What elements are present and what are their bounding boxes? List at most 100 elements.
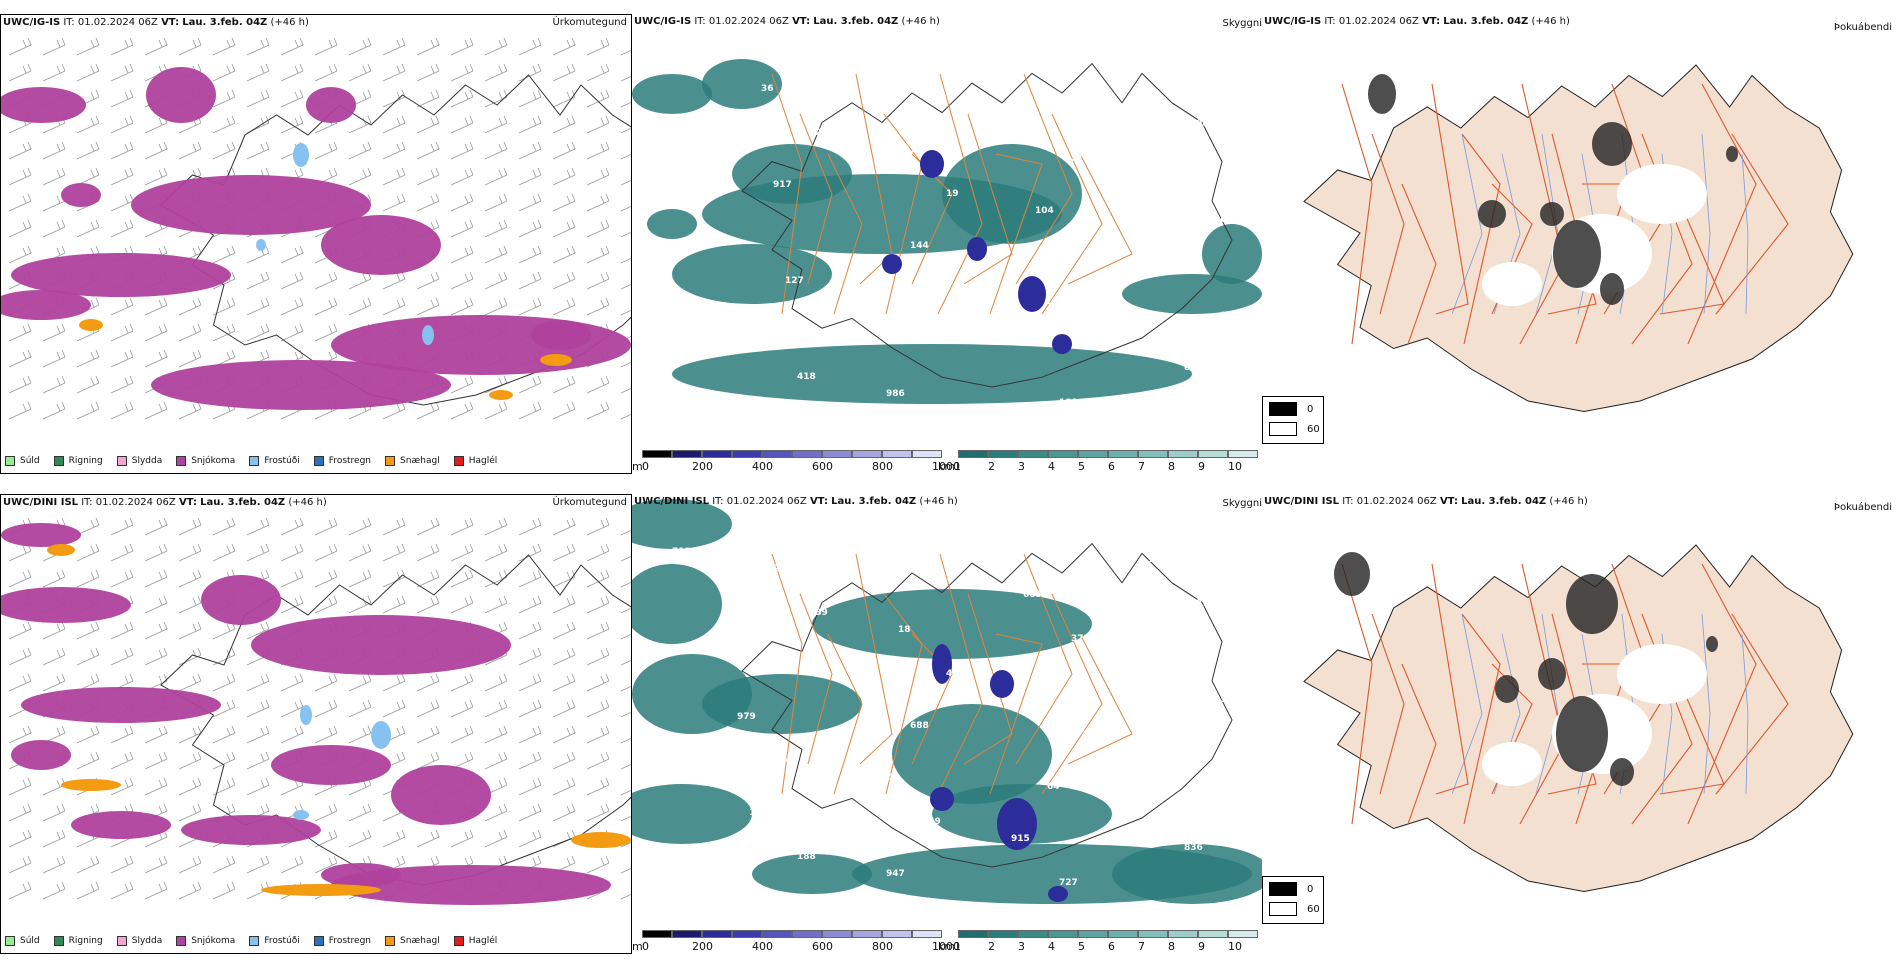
wind-barb bbox=[144, 141, 168, 160]
visibility-color-step bbox=[1168, 930, 1198, 938]
legend-label: Rigning bbox=[68, 456, 103, 466]
ceiling-value-label: 215 bbox=[1071, 154, 1090, 164]
wind-barb bbox=[42, 141, 66, 160]
wind-barb bbox=[484, 63, 508, 82]
wind-barb bbox=[76, 725, 100, 744]
road-line bbox=[1715, 133, 1789, 315]
ceiling-color-step bbox=[642, 450, 672, 458]
wind-barb bbox=[110, 569, 134, 588]
fog-map[interactable] bbox=[1262, 14, 1900, 474]
ceiling-value-label: 889 bbox=[725, 616, 744, 626]
precip-type-map[interactable] bbox=[1, 495, 632, 954]
wind-barb bbox=[586, 621, 610, 640]
wind-barb bbox=[620, 362, 631, 368]
wind-barb bbox=[382, 297, 406, 316]
wind-barb bbox=[518, 89, 542, 108]
ceiling-value-label: 711 bbox=[672, 547, 691, 557]
wind-barb bbox=[76, 401, 100, 420]
low-ceiling-area bbox=[932, 644, 952, 684]
visibility-tick-label: 3 bbox=[1018, 940, 1025, 953]
wind-barb bbox=[144, 37, 168, 56]
visibility-tick-label: 7 bbox=[1138, 940, 1145, 953]
wind-barb bbox=[178, 543, 202, 562]
wind-barb bbox=[518, 673, 542, 692]
wind-barb bbox=[484, 271, 508, 290]
wind-barb bbox=[586, 115, 610, 134]
fog-map[interactable] bbox=[1262, 494, 1900, 954]
wind-barb bbox=[110, 401, 134, 420]
wind-barb bbox=[212, 517, 236, 536]
wind-barb bbox=[314, 271, 338, 290]
wind-barb bbox=[110, 725, 134, 744]
legend-label: Rigning bbox=[68, 936, 103, 946]
low-ceiling-area bbox=[1048, 886, 1068, 902]
road-line bbox=[799, 113, 833, 285]
wind-barb bbox=[314, 673, 338, 692]
wind-barb bbox=[144, 569, 168, 588]
snowfall-area bbox=[306, 87, 356, 123]
wind-barb bbox=[620, 388, 631, 394]
ceiling-visibility-map[interactable]: 856 227 19 105 98 418 725 215 190 127 193 189 985 917… bbox=[632, 14, 1262, 444]
precip-legend: Súld Rigning Slydda Snjókoma Frostúði Frostre… bbox=[5, 453, 497, 469]
snow-pellet-area bbox=[571, 832, 631, 848]
ceiling-value-label: 785 bbox=[1148, 555, 1167, 565]
wind-barb bbox=[552, 63, 576, 82]
wind-barb bbox=[552, 647, 576, 666]
legend-label: Frostregn bbox=[328, 456, 372, 466]
wind-barb bbox=[620, 76, 631, 82]
precip-type-map[interactable] bbox=[1, 15, 632, 474]
fog-swatch bbox=[1269, 902, 1297, 916]
road-line bbox=[1015, 553, 1073, 765]
wind-barb bbox=[8, 621, 32, 640]
wind-barb bbox=[416, 401, 440, 420]
wind-barb bbox=[552, 699, 576, 718]
ceiling-value-label: 47 bbox=[785, 756, 798, 766]
wind-barb bbox=[8, 569, 32, 588]
wind-barb bbox=[8, 219, 32, 238]
visibility-color-step bbox=[1138, 930, 1168, 938]
legend-swatch bbox=[313, 456, 324, 466]
wind-barb bbox=[382, 141, 406, 160]
wind-barb bbox=[178, 725, 202, 744]
glacier-area bbox=[1482, 742, 1542, 786]
ceiling-visibility-map[interactable]: 711 989 471 298 535 188 342 375 695 47 249 727 77 73 6… bbox=[632, 494, 1262, 924]
wind-barb bbox=[518, 141, 542, 160]
river-line bbox=[1741, 153, 1749, 315]
ceiling-value-label: 188 bbox=[797, 852, 816, 862]
legend-label: Slydda bbox=[131, 456, 163, 466]
wind-barb bbox=[484, 115, 508, 134]
wind-barb bbox=[110, 751, 134, 770]
wind-barb bbox=[450, 219, 474, 238]
legend-label: Haglél bbox=[468, 456, 498, 466]
wind-barb bbox=[484, 751, 508, 770]
legend-label: Snæhagl bbox=[400, 456, 440, 466]
wind-barb bbox=[552, 37, 576, 56]
wind-barb bbox=[586, 751, 610, 770]
wind-barb bbox=[518, 219, 542, 238]
road-line bbox=[1431, 83, 1469, 315]
ceiling-value-label: 298 bbox=[1083, 730, 1102, 740]
wind-barb bbox=[314, 569, 338, 588]
snow-pellet-area bbox=[261, 884, 381, 896]
wind-barb bbox=[484, 193, 508, 212]
wind-barb bbox=[620, 206, 631, 212]
ceiling-value-label: 189 bbox=[1059, 398, 1078, 408]
wind-barb bbox=[620, 894, 631, 900]
ceiling-value-label: 18 bbox=[898, 625, 911, 635]
low-visibility-area bbox=[1112, 844, 1262, 904]
wind-barb bbox=[620, 284, 631, 290]
ceiling-visibility-colorbar: m 0 200 400 600 800 1000 km 1 2 3 4 5 6 7 8 9 10 bbox=[632, 444, 1262, 474]
legend-swatch bbox=[116, 936, 127, 946]
wind-barb bbox=[484, 167, 508, 186]
wind-barb bbox=[586, 37, 610, 56]
wind-barb bbox=[42, 569, 66, 588]
ceiling-value-label: 980 bbox=[874, 773, 893, 783]
wind-barb bbox=[484, 829, 508, 848]
wind-barb bbox=[382, 167, 406, 186]
fog-area bbox=[1538, 658, 1566, 690]
wind-barb bbox=[178, 751, 202, 770]
wind-barb bbox=[620, 102, 631, 108]
wind-barb bbox=[178, 297, 202, 316]
wind-barb bbox=[42, 219, 66, 238]
wind-barb bbox=[484, 517, 508, 536]
